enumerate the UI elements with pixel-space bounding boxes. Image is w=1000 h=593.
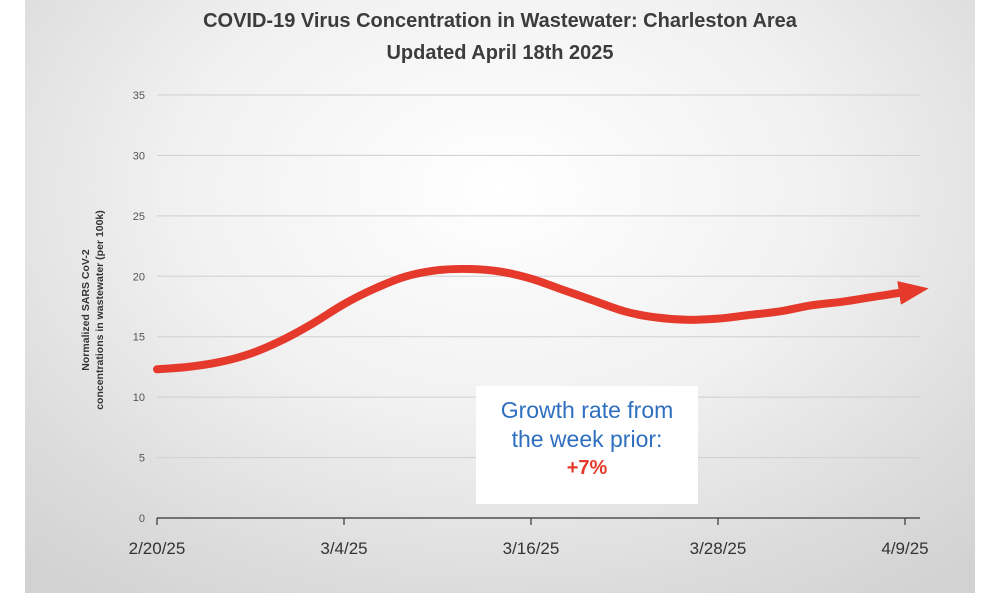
chart-title: COVID-19 Virus Concentration in Wastewat… (203, 10, 797, 32)
x-tick-label: 4/9/25 (881, 539, 928, 558)
chart-subtitle: Updated April 18th 2025 (386, 42, 614, 64)
y-tick-label: 10 (133, 392, 145, 404)
x-tick-label: 3/4/25 (320, 539, 367, 558)
y-tick-label: 5 (139, 453, 145, 465)
series-line (153, 264, 929, 374)
growth-rate-line1: Growth rate from (500, 397, 674, 423)
axes: 0 5 10 15 20 25 30 35 2/20/25 3/4/25 3/16/25 3/28/2… (129, 90, 929, 558)
y-tick-label: 15 (133, 332, 145, 344)
y-tick-label: 25 (133, 211, 145, 223)
growth-rate-value: +7% (566, 457, 608, 479)
x-tick-label: 3/16/25 (503, 539, 560, 558)
y-tick-label: 0 (139, 513, 145, 525)
growth-rate-annotation: Growth rate from the week prior: +7% (476, 386, 698, 504)
growth-rate-line2: the week prior: (511, 426, 663, 452)
x-tick-label: 3/28/25 (690, 539, 747, 558)
y-tick-label: 35 (133, 90, 145, 102)
series (153, 264, 929, 374)
growth-rate-text: Growth rate from the week prior: (476, 396, 698, 454)
x-tick-label: 2/20/25 (129, 539, 186, 558)
y-tick-label: 20 (133, 271, 145, 283)
y-tick-label: 30 (133, 150, 145, 162)
